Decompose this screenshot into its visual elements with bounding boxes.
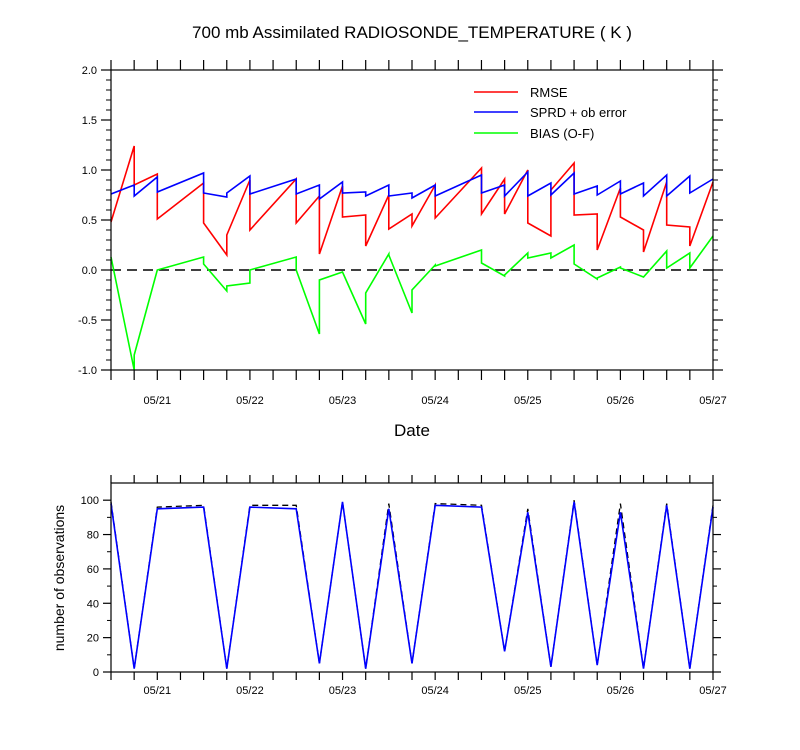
series-line-rmse — [110, 145, 714, 258]
x-axis-title: Date — [394, 421, 430, 440]
x-tick-label: 05/24 — [421, 685, 449, 697]
chart-title: 700 mb Assimilated RADIOSONDE_TEMPERATUR… — [192, 23, 632, 42]
legend-label-rmse: RMSE — [530, 85, 568, 100]
x-tick-label: 05/21 — [144, 395, 172, 407]
series-line-assimilated — [110, 501, 714, 669]
x-tick-label: 05/23 — [329, 395, 357, 407]
legend-label-sprd: SPRD + ob error — [530, 105, 627, 120]
series-line-bias-o-f — [110, 235, 714, 371]
y-axis-title-observations: number of observations — [51, 505, 67, 651]
x-tick-label: 05/25 — [514, 685, 542, 697]
y-tick-label: 40 — [87, 598, 99, 610]
x-tick-label: 05/22 — [236, 685, 264, 697]
plot-frame — [110, 482, 714, 673]
x-tick-label: 05/26 — [607, 395, 635, 407]
x-tick-label: 05/27 — [699, 395, 727, 407]
y-tick-label: 2.0 — [82, 65, 97, 77]
y-tick-label: 1.0 — [82, 165, 97, 177]
top-chart: 700 mb Assimilated RADIOSONDE_TEMPERATUR… — [78, 23, 727, 440]
x-tick-label: 05/23 — [329, 685, 357, 697]
y-tick-label: 60 — [87, 564, 99, 576]
y-tick-label: 1.5 — [82, 115, 97, 127]
y-tick-label: 20 — [87, 633, 99, 645]
y-tick-label: 100 — [81, 495, 99, 507]
x-tick-label: 05/27 — [699, 685, 727, 697]
legend: RMSE SPRD + ob error BIAS (O-F) — [474, 85, 627, 141]
y-tick-label: 0 — [93, 667, 99, 679]
x-tick-label: 05/21 — [144, 685, 172, 697]
x-tick-label: 05/26 — [607, 685, 635, 697]
bottom-chart: 0 20 40 60 80 100 05/21 05/22 05/23 05/24 05/25 05/… — [51, 475, 727, 697]
x-tick-label: 05/24 — [421, 395, 449, 407]
y-tick-label: 80 — [87, 530, 99, 542]
x-tick-label: 05/22 — [236, 395, 264, 407]
legend-label-bias: BIAS (O-F) — [530, 126, 594, 141]
y-tick-label: -1.0 — [78, 365, 97, 377]
y-tick-label: -0.5 — [78, 315, 97, 327]
x-tick-label: 05/25 — [514, 395, 542, 407]
series-line-sprd-ob-error — [110, 170, 714, 201]
y-tick-label: 0.5 — [82, 215, 97, 227]
y-tick-label: 0.0 — [82, 265, 97, 277]
